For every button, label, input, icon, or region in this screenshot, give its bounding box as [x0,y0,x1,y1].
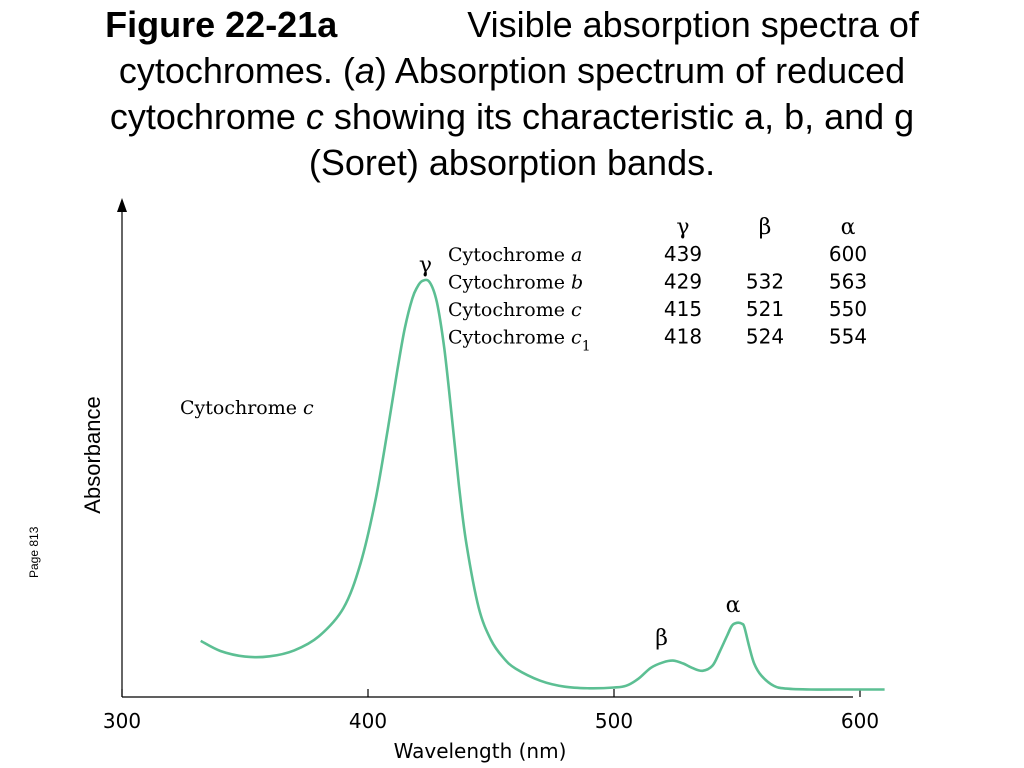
caption-line-2: cytochromes. (a) Absorption spectrum of … [20,48,1004,94]
peak-label: β [655,626,668,651]
caption-text-3b: c [305,96,324,137]
table-row-name-italic: a [571,244,582,266]
peak-label: α [726,593,741,618]
table-row-name-text: Cytochrome [448,244,571,266]
caption-text-1: Visible absorption spectra of [467,4,919,45]
caption-line-4: (Soret) absorption bands. [20,140,1004,186]
table-row-name-italic: c [571,327,582,349]
x-tick-label: 400 [349,709,387,733]
table-header: α [841,215,856,240]
caption-text-2c: ) Absorption spectrum of reduced [374,50,906,91]
table-cell-gamma: 418 [664,325,702,349]
peak-label: γ [419,253,432,278]
caption-line-3: cytochrome c showing its characteristic … [20,94,1004,140]
caption-text-2b: a [354,50,375,91]
y-axis-label: Absorbance [80,396,105,513]
table-row-name: Cytochrome b [448,272,583,294]
x-tick-label: 300 [103,709,141,733]
table-row-name-text: Cytochrome [448,327,571,349]
table-cell-gamma: 429 [664,270,702,294]
cytochrome-c-spectrum-line [200,278,885,691]
y-axis-arrow [117,198,127,212]
table-row-name-text: Cytochrome [448,272,571,294]
curve-label-text: Cytochrome [180,397,303,419]
figure-caption: Figure 22-21a Visible absorption spectra … [20,2,1004,186]
table-row-name: Cytochrome a [448,244,582,266]
table-cell-gamma: 439 [664,242,702,266]
table-cell-beta: 532 [746,270,784,294]
table-row-name-text: Cytochrome [448,299,571,321]
table-row-name-italic: b [571,272,583,294]
table-row-name: Cytochrome c [448,299,582,321]
caption-text-3c: showing its characteristic a, b, and g [323,96,915,137]
table-row-name: Cytochrome c1 [448,327,591,355]
table-cell-beta: 524 [746,325,784,349]
table-header: γ [676,215,689,240]
x-tick-label: 600 [841,709,879,733]
figure-label: Figure 22-21a [105,4,338,45]
table-cell-alpha: 554 [829,325,867,349]
table-header: β [759,215,772,240]
table-cell-alpha: 600 [829,242,867,266]
table-cell-alpha: 550 [829,297,867,321]
caption-text-2a: cytochromes. ( [118,50,355,91]
table-row-name-subscript: 1 [582,339,591,355]
curve-label-italic: c [303,397,314,419]
table-row-name-italic: c [571,299,582,321]
curve-label: Cytochrome c [180,397,314,419]
table-cell-gamma: 415 [664,297,702,321]
table-cell-alpha: 563 [829,270,867,294]
x-axis-label: Wavelength (nm) [394,739,567,763]
caption-text-3a: cytochrome [109,96,306,137]
x-tick-label: 500 [595,709,633,733]
caption-line-1: Figure 22-21a Visible absorption spectra … [20,2,1004,48]
caption-text-4: (Soret) absorption bands. [308,142,716,183]
table-cell-beta: 521 [746,297,784,321]
